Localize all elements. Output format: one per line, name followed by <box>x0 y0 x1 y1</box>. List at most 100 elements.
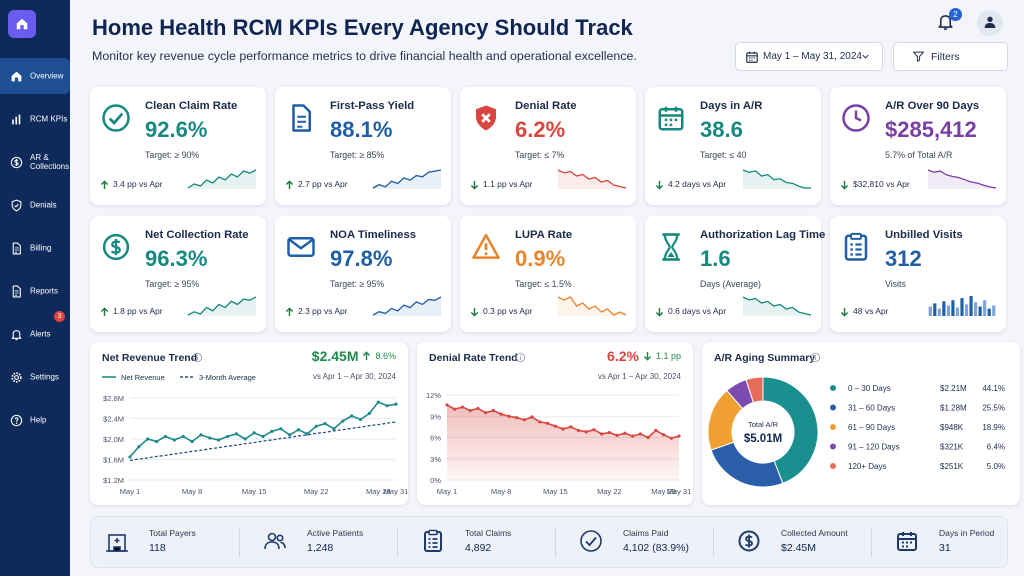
nav-label: Denials <box>30 200 57 210</box>
icon-part <box>898 532 916 548</box>
page-title: Home Health RCM KPIs Every Agency Should… <box>92 15 633 40</box>
summary-value: $2.45M <box>781 542 817 554</box>
spark-bar <box>946 305 950 316</box>
data-point <box>261 434 265 439</box>
nav-item[interactable]: AR & Collections <box>0 144 70 180</box>
y-tick-label: 9% <box>430 412 441 421</box>
sparkline <box>372 296 442 316</box>
icon-part <box>14 158 19 167</box>
icon <box>11 372 22 383</box>
chart-plot: $1.2M $1.6M $2.0M $2.4M $2.8M May 1 May 8 May 1… <box>102 373 409 496</box>
chart-headline-group: 6.2% 1.1 pp <box>607 348 681 364</box>
kpi-card: Denial Rate 6.2% Target: ≤ 7% 1.1 pp vs Apr <box>460 87 636 205</box>
summary-divider <box>239 527 240 557</box>
nav-item[interactable]: Alerts 3 <box>0 311 70 352</box>
icon <box>580 530 602 552</box>
nav-badge: 3 <box>54 311 65 322</box>
icon-part <box>292 104 311 132</box>
icon-part <box>14 203 19 208</box>
x-tick-label: May 31 <box>384 487 409 496</box>
spark-line <box>372 169 442 189</box>
icon <box>10 414 23 427</box>
trend-arrow-shape <box>643 351 652 361</box>
kpi-target: Target: ≤ 1.5% <box>515 279 572 289</box>
kpi-title: Net Collection Rate <box>145 229 249 241</box>
icon-part <box>850 232 862 240</box>
kpi-title: NOA Timeliness <box>330 229 417 241</box>
spark-line <box>557 296 627 316</box>
data-point <box>217 438 221 442</box>
spark-line <box>927 169 997 189</box>
legend-label: 91 – 120 Days <box>848 443 900 452</box>
trend-arrow-shape <box>470 307 479 317</box>
nav-badge-count: 3 <box>57 313 62 320</box>
legend-dot <box>830 385 836 391</box>
icon-part <box>110 238 121 256</box>
x-tick-label: May 1 <box>120 487 140 496</box>
nav-item[interactable]: Denials <box>0 187 70 223</box>
nav-item[interactable]: Billing <box>0 230 70 266</box>
nav-item[interactable]: RCM KPIs <box>0 101 70 137</box>
icon <box>938 15 953 30</box>
kpi-title: First-Pass Yield <box>330 100 415 112</box>
chart-comparison: vs Apr 1 – Apr 30, 2024 <box>312 372 396 381</box>
spark-bar <box>987 308 991 316</box>
data-point <box>476 406 480 411</box>
data-point <box>323 422 327 426</box>
data-point <box>234 432 238 436</box>
spark-area <box>188 170 256 189</box>
data-point <box>146 437 150 441</box>
filters-label: Filters <box>931 51 960 63</box>
date-range-picker[interactable]: May 1 – May 31, 2024 <box>735 42 883 71</box>
icon-part <box>108 112 124 126</box>
icon-part <box>276 534 284 542</box>
icon <box>913 51 924 62</box>
icon-part <box>106 538 128 552</box>
icon-part <box>481 113 491 123</box>
chart-headline: $2.45M <box>311 348 359 364</box>
nav-item[interactable]: Overview <box>0 58 70 94</box>
kpi-target: Target: ≥ 95% <box>330 279 385 289</box>
logo[interactable] <box>8 10 36 38</box>
nav-item[interactable]: Help <box>0 402 70 438</box>
x-tick-label: May 8 <box>182 487 202 496</box>
kpi-card: Net Collection Rate 96.3% Target: ≥ 95% 1.8… <box>90 216 266 332</box>
icon-part <box>585 536 597 547</box>
kpi-delta: 1.1 pp vs Apr <box>483 179 533 189</box>
data-point <box>638 432 642 436</box>
data-point <box>468 408 472 413</box>
data-point <box>341 419 345 423</box>
icon-part <box>428 538 438 548</box>
data-point <box>332 427 336 431</box>
summary-value: 4,892 <box>465 542 492 554</box>
icon-part <box>10 156 23 169</box>
x-tick-label: May 15 <box>242 487 267 496</box>
data-point <box>172 438 176 442</box>
spark-area <box>558 170 626 189</box>
avatar[interactable] <box>977 10 1003 36</box>
icon <box>192 352 203 363</box>
nav-item[interactable]: Reports <box>0 273 70 309</box>
icon-part <box>16 18 28 30</box>
filters-button[interactable]: Filters <box>893 42 1008 71</box>
icon-part <box>862 54 869 59</box>
data-point <box>545 421 550 425</box>
kpi-target: Days (Average) <box>700 279 761 289</box>
trend-arrow <box>470 307 479 317</box>
notifications[interactable]: 2 <box>934 8 962 34</box>
data-point <box>155 439 159 444</box>
data-point <box>646 435 650 440</box>
spark-bar <box>951 300 955 316</box>
trend-arrow <box>100 180 109 190</box>
spark-line <box>742 169 811 189</box>
donut-segment <box>745 376 764 404</box>
trend-arrow <box>643 351 652 361</box>
summary-divider <box>871 527 872 557</box>
nav-item[interactable]: Settings <box>0 359 70 395</box>
data-point <box>252 431 256 435</box>
icon-part <box>12 285 21 298</box>
data-point <box>607 430 611 435</box>
icon-part <box>746 52 758 63</box>
spark-bar <box>983 300 987 316</box>
